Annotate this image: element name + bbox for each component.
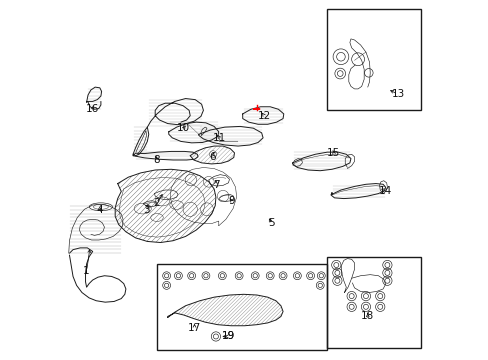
Text: 4: 4: [96, 205, 103, 215]
Text: 9: 9: [228, 197, 235, 206]
Text: 8: 8: [153, 156, 160, 165]
Text: 3: 3: [142, 205, 149, 215]
Text: 15: 15: [326, 148, 340, 158]
Text: 12: 12: [257, 111, 270, 121]
Text: 14: 14: [378, 186, 391, 196]
Bar: [326, 9, 421, 111]
Text: 19: 19: [222, 332, 235, 342]
Text: 7: 7: [212, 180, 219, 190]
Text: 13: 13: [391, 89, 404, 99]
Text: 18: 18: [360, 311, 374, 321]
Text: 1: 1: [83, 266, 90, 276]
Text: 5: 5: [267, 218, 274, 228]
Bar: [157, 264, 326, 350]
Text: 17: 17: [187, 323, 201, 333]
Text: 10: 10: [177, 123, 190, 133]
Bar: [326, 257, 421, 348]
Text: 16: 16: [86, 104, 99, 113]
Text: 2: 2: [153, 198, 160, 208]
Text: 19: 19: [222, 332, 235, 342]
Text: 6: 6: [208, 152, 215, 162]
Text: 11: 11: [212, 133, 225, 143]
